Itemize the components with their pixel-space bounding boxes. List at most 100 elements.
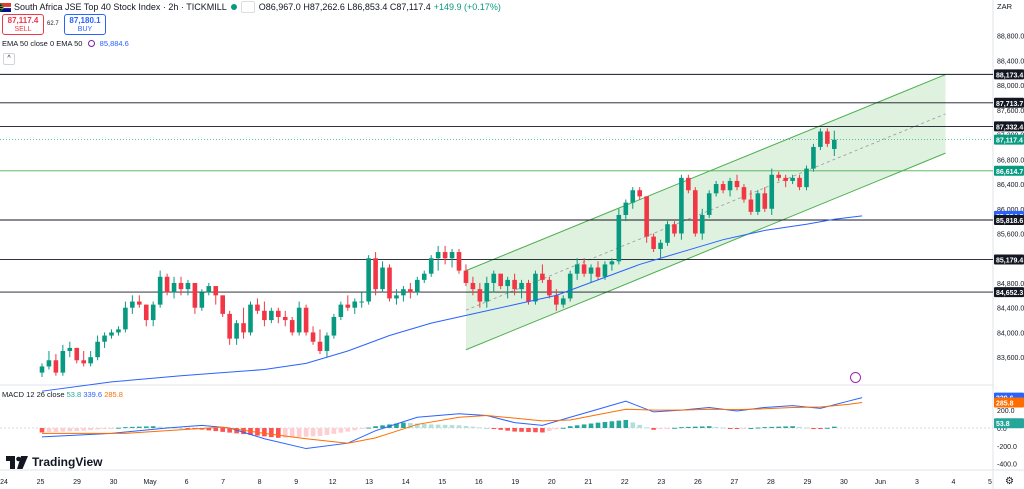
candle[interactable] [81,350,86,367]
candle[interactable] [143,304,149,327]
candle[interactable] [67,341,73,358]
ema-50-line[interactable] [41,215,863,392]
candle[interactable] [616,208,622,265]
candle[interactable] [581,258,587,277]
candle[interactable] [39,363,45,377]
candle[interactable] [442,245,448,265]
candle[interactable] [310,326,316,345]
candle[interactable] [109,329,114,339]
candle[interactable] [387,264,392,302]
candle[interactable] [727,177,733,197]
candle[interactable] [832,130,837,157]
candle[interactable] [123,301,128,333]
candle[interactable] [373,252,378,296]
candle[interactable] [282,310,288,327]
channel-mid-line[interactable] [465,113,946,311]
candle[interactable] [338,301,344,321]
candle[interactable] [748,190,754,215]
candle[interactable] [470,276,476,296]
candle[interactable] [303,304,309,336]
candle[interactable] [463,264,469,287]
candle[interactable] [102,332,107,348]
candle[interactable] [137,295,142,308]
candle[interactable] [554,289,559,311]
candle[interactable] [262,301,267,327]
level-price-label[interactable]: 85,179.4 [994,254,1024,265]
candle[interactable] [790,174,795,185]
candle[interactable] [213,286,219,305]
candle[interactable] [60,344,66,376]
candle[interactable] [595,261,601,280]
candle[interactable] [206,282,212,296]
candle[interactable] [408,282,413,299]
candle[interactable] [428,255,434,277]
candle[interactable] [359,292,364,308]
candle[interactable] [825,128,830,147]
level-price-label[interactable]: 87,713.7 [994,97,1024,108]
candle[interactable] [769,168,775,215]
signal-line[interactable] [42,401,863,444]
candle[interactable] [220,295,225,317]
candle[interactable] [560,295,566,308]
candle[interactable] [818,128,823,151]
candle[interactable] [644,196,649,243]
candle[interactable] [512,273,517,296]
tradingview-logo[interactable]: TradingView [6,455,102,469]
candle[interactable] [755,190,761,215]
level-price-label[interactable]: 87,117.4 [994,134,1024,145]
settings-icon[interactable] [87,40,95,47]
candle[interactable] [366,255,371,305]
candle[interactable] [679,174,684,240]
candle[interactable] [421,270,427,283]
level-price-label[interactable]: 85,818.6 [994,214,1024,225]
candle[interactable] [248,301,253,336]
candle[interactable] [415,276,420,296]
candle[interactable] [296,301,302,336]
candle[interactable] [199,289,205,311]
candle[interactable] [401,286,406,302]
candle[interactable] [491,270,497,293]
candle[interactable] [130,295,135,314]
candle[interactable] [547,276,552,299]
candle[interactable] [658,239,663,259]
candle[interactable] [289,316,295,336]
macd-value-label[interactable]: 53.8 [994,418,1024,429]
macd-value-label[interactable]: 285.8 [994,397,1024,408]
candle[interactable] [686,174,691,194]
candle[interactable] [88,350,93,367]
candle[interactable] [665,221,670,246]
candle[interactable] [241,307,246,339]
macd-line[interactable] [41,397,863,450]
candle[interactable] [74,347,80,364]
candle[interactable] [540,264,545,283]
candle[interactable] [185,279,191,296]
candle[interactable] [234,320,239,345]
candle[interactable] [713,180,719,197]
candle[interactable] [734,174,740,191]
candle[interactable] [567,270,573,302]
candle[interactable] [741,184,747,203]
candle[interactable] [255,298,260,314]
buy-button[interactable]: 87,180.1 BUY [64,14,106,35]
level-price-label[interactable]: 88,173.4 [994,69,1024,80]
candle[interactable] [164,273,170,296]
candle[interactable] [435,245,441,271]
candle[interactable] [276,307,281,324]
candle[interactable] [192,282,198,314]
sell-button[interactable]: 87,117.4 SELL [2,14,44,35]
level-price-label[interactable]: 86,614.7 [994,165,1024,176]
candle[interactable] [324,332,330,358]
candle[interactable] [526,279,531,305]
candle[interactable] [630,187,636,209]
candle[interactable] [352,298,358,314]
candle[interactable] [574,258,580,280]
candle[interactable] [651,233,656,253]
candle[interactable] [150,301,156,327]
candle[interactable] [394,289,399,305]
level-price-label[interactable]: 84,652.3 [994,287,1024,298]
candle[interactable] [477,282,483,308]
candle[interactable] [720,180,726,194]
candle[interactable] [317,329,323,355]
ema-legend[interactable]: EMA 50 close 0 EMA 50 85,884.6 [2,39,129,48]
